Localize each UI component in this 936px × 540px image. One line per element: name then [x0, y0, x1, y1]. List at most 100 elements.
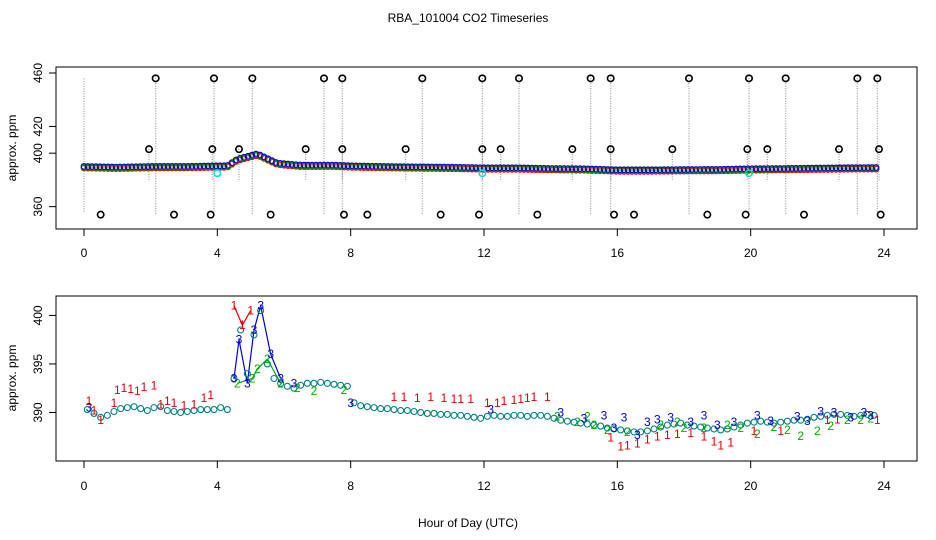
- top-data-point: [536, 164, 544, 172]
- top-data-point: [464, 164, 472, 171]
- bottom-data-point: [757, 417, 765, 425]
- top-flagged-point: [703, 210, 712, 219]
- bottom-series-label: 1: [121, 381, 128, 395]
- top-data-point: [504, 164, 512, 172]
- top-data-point: [728, 165, 736, 173]
- top-data-point: [276, 159, 284, 167]
- bottom-data-point: [783, 417, 791, 425]
- top-data-point: [332, 161, 340, 169]
- top-data-point: [392, 163, 400, 170]
- bottom-data-point: [843, 411, 851, 419]
- top-data-point: [576, 165, 584, 173]
- top-flagged-point: [873, 74, 882, 83]
- top-data-point: [92, 163, 100, 171]
- top-data-point: [796, 164, 804, 172]
- top-data-point: [584, 165, 592, 173]
- top-data-point: [484, 164, 492, 172]
- bottom-series-label: 1: [451, 392, 458, 406]
- bottom-data-point: [243, 370, 251, 378]
- top-flagged-point: [96, 210, 105, 219]
- top-data-point: [752, 165, 760, 172]
- top-flagged-point: [474, 210, 483, 219]
- top-flagged-point: [496, 145, 505, 154]
- bottom-data-point: [817, 412, 825, 420]
- top-data-point: [124, 163, 132, 171]
- top-data-point: [160, 163, 168, 170]
- bottom-series-label: 1: [531, 390, 538, 404]
- top-data-point: [608, 166, 616, 173]
- bottom-data-point: [410, 407, 418, 416]
- top-data-point: [416, 163, 424, 171]
- bottom-y-tick-label: 395: [31, 354, 45, 374]
- bottom-series-label: 2: [737, 421, 744, 435]
- top-x-tick-label: 20: [744, 246, 758, 260]
- bottom-series-label: 3: [654, 412, 661, 426]
- bottom-data-point: [363, 403, 371, 411]
- top-y-tick-label: 420: [31, 116, 45, 136]
- bottom-series-label: 1: [91, 404, 98, 418]
- bottom-series-label: 2: [294, 381, 301, 395]
- top-data-point: [212, 162, 220, 170]
- top-data-point: [408, 163, 416, 171]
- bottom-series-label: 1: [391, 390, 398, 404]
- top-data-point: [336, 161, 344, 169]
- bottom-series-label: 1: [874, 413, 881, 427]
- bottom-series-label: 2: [724, 418, 731, 432]
- top-flagged-point: [568, 145, 577, 154]
- bottom-data-point: [457, 411, 465, 419]
- bottom-data-point: [630, 428, 638, 436]
- bottom-series-label: 1: [654, 430, 661, 444]
- bottom-data-point: [583, 420, 591, 428]
- bottom-data-point: [543, 412, 551, 420]
- bottom-series-label: 2: [784, 423, 791, 437]
- bottom-series-label: 3: [701, 408, 708, 422]
- bottom-series-label: 1: [824, 413, 831, 427]
- bottom-plot-frame: [55, 295, 918, 462]
- top-data-point: [180, 163, 188, 170]
- bottom-series-label: 2: [771, 420, 778, 434]
- bottom-series-label: 1: [727, 436, 734, 450]
- top-data-point: [296, 161, 304, 169]
- bottom-series-label: 1: [624, 438, 631, 452]
- bottom-data-point: [183, 407, 191, 416]
- bottom-data-point: [857, 411, 865, 419]
- top-data-point: [420, 163, 428, 171]
- top-data-point: [868, 164, 876, 171]
- bottom-series-label: 2: [341, 383, 348, 397]
- bottom-data-point: [310, 379, 318, 387]
- top-data-point: [140, 163, 148, 170]
- bottom-data-point: [257, 307, 265, 315]
- top-data-point: [704, 166, 712, 173]
- bottom-series-label: 2: [701, 421, 708, 435]
- bottom-data-point: [230, 374, 238, 383]
- bottom-series-label: 2: [797, 429, 804, 443]
- top-flagged-point: [208, 145, 217, 154]
- top-data-point: [616, 166, 624, 174]
- bottom-data-point: [863, 410, 871, 418]
- bottom-series-label: 1: [501, 394, 508, 408]
- bottom-series-label: 2: [857, 413, 864, 427]
- bottom-data-point: [737, 421, 745, 429]
- bottom-series-label: 1: [414, 391, 421, 405]
- bottom-series-label: 3: [794, 409, 801, 423]
- bottom-panel: approx. ppm Hour of Day (UTC) 0 4 8 12 16 20 2…: [5, 295, 918, 530]
- bottom-data-point: [430, 409, 438, 417]
- top-data-point: [316, 161, 324, 169]
- top-data-point: [460, 163, 468, 171]
- top-data-point: [592, 165, 600, 173]
- top-data-point: [96, 163, 104, 171]
- bottom-data-point: [317, 378, 325, 386]
- top-flagged-point: [170, 210, 179, 219]
- top-data-point: [628, 166, 636, 174]
- top-data-point: [84, 163, 92, 170]
- top-y-tick-label: 400: [31, 143, 45, 163]
- bottom-data-point: [170, 407, 178, 416]
- bottom-series-label: 2: [277, 376, 284, 390]
- top-data-point: [840, 164, 848, 172]
- top-data-point: [772, 165, 780, 172]
- top-flagged-point: [741, 210, 750, 219]
- top-data-point: [88, 163, 96, 170]
- bottom-data-point: [463, 412, 471, 420]
- bottom-series-label: 1: [644, 433, 651, 447]
